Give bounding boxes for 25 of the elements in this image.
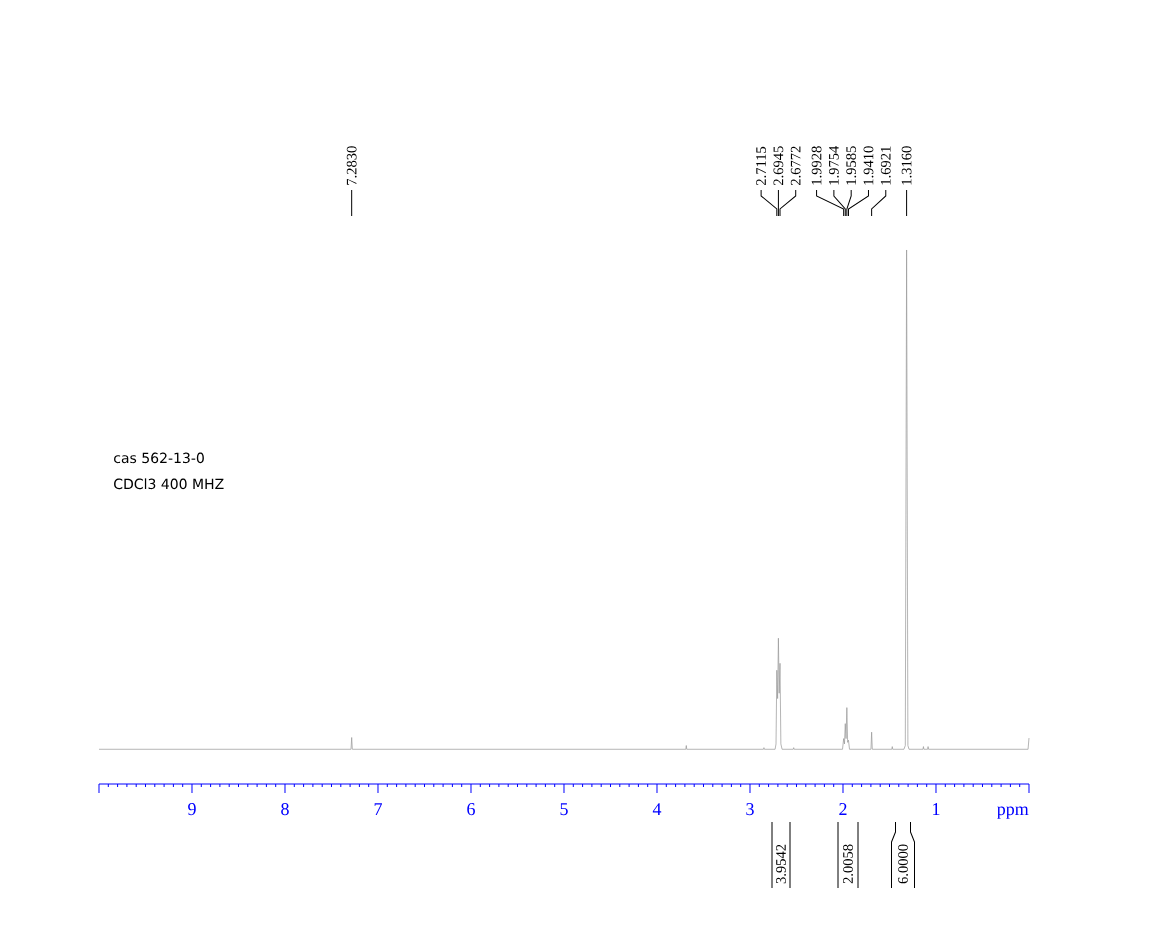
x-tick-label: 6	[467, 803, 475, 816]
x-tick-label: 1	[933, 803, 940, 815]
annotation: 1.9410	[863, 146, 874, 185]
annotation: 1.9754	[828, 145, 839, 185]
annotation: 7.2830	[346, 146, 357, 185]
annotation: 1.9585	[846, 146, 857, 185]
x-tick-label: 4	[652, 803, 662, 815]
annotation: 1.9928	[811, 146, 822, 185]
text: 3.9542	[776, 844, 786, 884]
x-tick-label: 9	[188, 803, 196, 816]
annotation: 2.6945	[773, 146, 784, 186]
x-tick-label: 8	[281, 803, 289, 816]
annotation: 1.3160	[901, 146, 912, 185]
x-axis-title: ppm	[997, 806, 1029, 819]
annotation: 1.6921	[880, 146, 891, 185]
annotation: cas 562-13-0	[114, 452, 204, 464]
annotation: 2.7115	[756, 146, 767, 186]
text: 6.0000	[898, 844, 908, 884]
x-tick-label: 2	[839, 803, 847, 815]
text: 2.0058	[843, 844, 853, 884]
annotation: 2.6772	[790, 146, 801, 186]
x-tick-label: 3	[746, 803, 754, 816]
annotation: CDCl3 400 MHZ	[114, 478, 224, 490]
x-tick-label: 7	[374, 803, 382, 815]
x-tick-label: 5	[560, 803, 568, 816]
